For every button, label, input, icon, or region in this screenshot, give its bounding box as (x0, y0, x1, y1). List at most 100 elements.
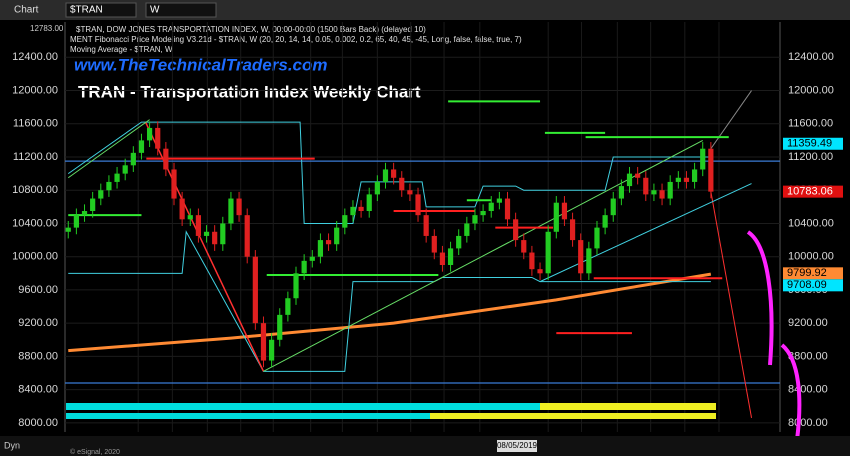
y-tick-label-left: 9600.00 (18, 284, 58, 296)
cursor-date-box (497, 440, 537, 452)
candle-body (277, 314, 283, 340)
candle-body (700, 148, 706, 170)
candle-body (545, 231, 551, 274)
candle-body (643, 177, 649, 195)
candle-body (374, 181, 380, 195)
candle-body (431, 235, 437, 253)
y-tick-label: 9200.00 (788, 317, 828, 329)
y-tick-label-left: 10800.00 (12, 184, 58, 196)
signal-strip (540, 403, 716, 410)
header-line: $TRAN, DOW JONES TRANSPORTATION INDEX, W… (76, 25, 426, 34)
candle-body (480, 211, 486, 216)
y-tick-label: 12400.00 (788, 51, 834, 63)
candle-body (439, 252, 446, 266)
footer-left: Dyn (4, 440, 20, 450)
candle-body (496, 198, 502, 203)
candle-body (106, 181, 112, 191)
candle-body (513, 219, 519, 241)
chart-title: TRAN - Transportation Index Weekly Chart (78, 82, 421, 101)
candle-body (203, 231, 210, 236)
candle-body (81, 211, 88, 216)
candle-body (236, 198, 242, 216)
candle-body (98, 190, 104, 199)
candle-body (228, 198, 234, 224)
y-tick-label-left: 8800.00 (18, 350, 58, 362)
x-axis-bg (0, 436, 850, 456)
candle-body (155, 127, 161, 149)
candle-body (691, 169, 698, 182)
candle-body (635, 173, 641, 178)
candle-body (529, 252, 535, 270)
candle-body (569, 219, 576, 241)
price-tag-label: 9708.09 (787, 279, 827, 291)
candle-body (610, 198, 616, 216)
candle-body (651, 190, 657, 195)
candle-body (382, 169, 389, 182)
candle-body (504, 198, 511, 220)
overlay-line (67, 119, 150, 179)
candle-body (708, 148, 714, 192)
candle-body (269, 339, 275, 361)
interval[interactable]: W (150, 5, 160, 16)
candle-body (293, 273, 299, 299)
candle-body (415, 194, 421, 216)
candle-body (244, 215, 250, 257)
y-tick-label: 10400.00 (788, 217, 834, 229)
candle-body (659, 190, 665, 199)
overlay-line (67, 121, 711, 224)
candle-body (618, 186, 624, 199)
candle-body (626, 173, 633, 187)
top-value: 12783.00 (30, 24, 64, 33)
candle-body (472, 215, 478, 224)
candle-body (65, 227, 71, 232)
y-tick-label: 8800.00 (788, 350, 828, 362)
candle-body (586, 248, 592, 274)
price-tag-label: 9799.92 (787, 267, 827, 279)
candle-body (521, 240, 527, 253)
candle-body (130, 152, 136, 166)
candle-body (309, 256, 315, 261)
overlay-line (68, 272, 712, 353)
candle-body (399, 177, 405, 191)
candle-body (675, 177, 681, 182)
candle-body (488, 202, 494, 212)
signal-strip (430, 413, 716, 419)
candle-body (407, 190, 413, 195)
y-tick-label: 8000.00 (788, 417, 828, 429)
candle-body (187, 215, 193, 220)
header-line: MENT Fibonacci Price Modeling V3.21d - $… (70, 35, 522, 44)
candle-body (334, 227, 340, 245)
price-tag (783, 279, 843, 292)
y-tick-label: 11600.00 (788, 118, 833, 130)
y-tick-label-left: 8000.00 (18, 417, 58, 429)
app-label: Chart (14, 5, 39, 16)
symbol[interactable]: $TRAN (70, 5, 103, 16)
candle-body (325, 240, 332, 245)
candle-body (447, 248, 454, 266)
projection-arc (746, 230, 802, 441)
y-tick-label-left: 9200.00 (18, 317, 58, 329)
candle-body (146, 127, 153, 141)
candle-body (456, 235, 462, 249)
y-tick-label: 11200.00 (788, 151, 833, 163)
y-tick-label-left: 12000.00 (12, 84, 58, 96)
y-tick-label: 8400.00 (788, 384, 828, 396)
watermark: www.TheTechnicalTraders.com (74, 55, 328, 74)
candle-body (578, 240, 584, 274)
y-tick-label-left: 8400.00 (18, 384, 58, 396)
y-tick-label-left: 11200.00 (13, 151, 58, 163)
candle-body (114, 173, 120, 182)
candle-body (553, 202, 559, 232)
candle-body (285, 298, 291, 315)
candle-body (342, 215, 348, 228)
y-tick-label-left: 11600.00 (13, 118, 58, 130)
symbol-box[interactable] (65, 2, 137, 18)
candle-body (464, 223, 470, 236)
interval-box[interactable] (145, 2, 217, 18)
price-tag-label: 11359.49 (787, 138, 832, 150)
y-tick-label-left: 10000.00 (12, 251, 58, 263)
candle-body (301, 260, 307, 274)
candle-body (423, 215, 429, 236)
signal-strip (66, 413, 716, 419)
y-tick-label: 10000.00 (788, 251, 834, 263)
